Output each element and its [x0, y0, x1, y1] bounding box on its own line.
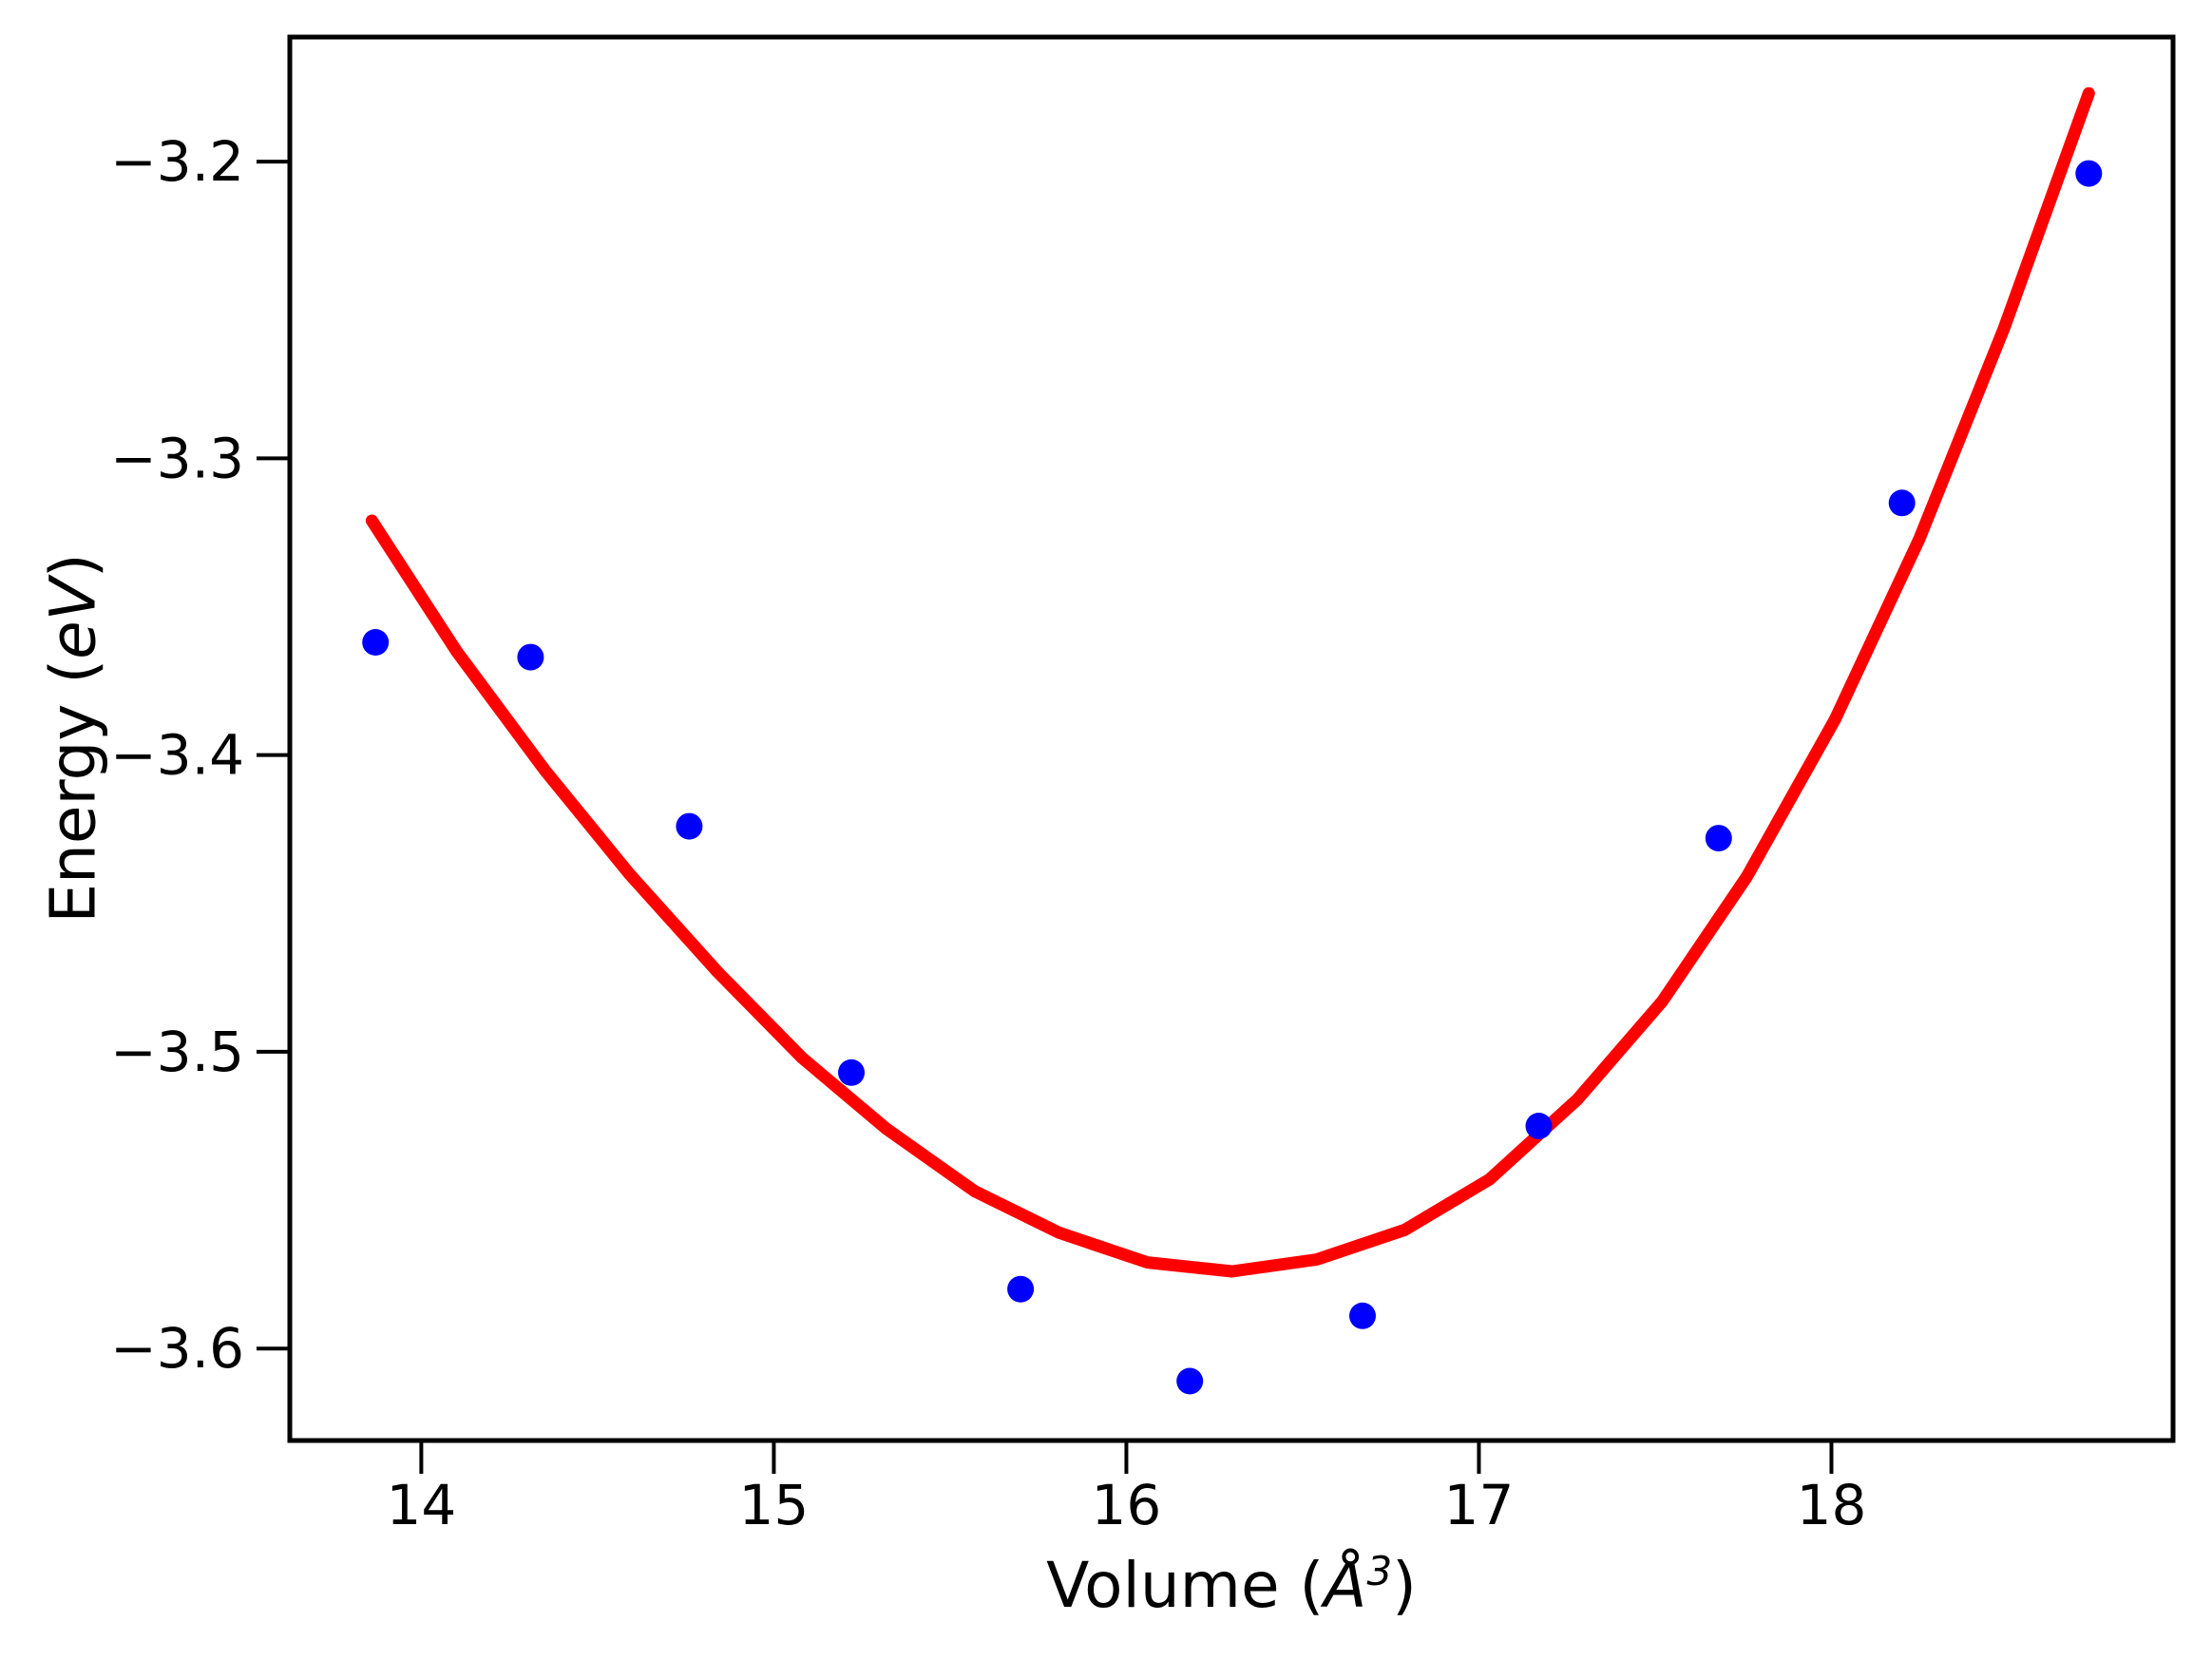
data-point: [1007, 1275, 1035, 1303]
y-tick-label: −3.5: [110, 1020, 244, 1084]
x-tick-label: 14: [386, 1473, 456, 1537]
data-point: [2075, 160, 2103, 187]
y-tick-label: −3.2: [110, 129, 244, 194]
x-axis-unit-exponent: 3: [1366, 1548, 1393, 1594]
data-point: [1176, 1367, 1204, 1395]
y-axis-label-suffix: ): [36, 553, 110, 579]
data-point: [1525, 1113, 1553, 1139]
axis-tick-layer: 14 15 16 17 18 −3.2 −3.3 −3.4 −3.5 −3.6: [110, 129, 1866, 1537]
data-point: [838, 1059, 865, 1086]
x-tick-label: 15: [739, 1473, 810, 1537]
y-axis-unit-ev: eV: [36, 578, 110, 659]
x-axis-label: Volume (Å3): [1046, 1549, 1417, 1622]
data-point: [1349, 1302, 1376, 1329]
x-tick-label: 16: [1092, 1473, 1162, 1537]
y-axis-label-prefix: Energy (: [36, 658, 110, 924]
y-axis-label: Energy (eV): [37, 553, 110, 923]
data-point: [676, 812, 703, 840]
data-point-layer: [362, 160, 2103, 1395]
data-point: [362, 629, 390, 656]
data-point: [517, 643, 544, 671]
fit-curve-layer: [365, 86, 2095, 1278]
x-tick-label: 18: [1797, 1473, 1867, 1537]
plot-border: [287, 34, 2176, 1443]
data-point: [1888, 489, 1916, 517]
y-tick-label: −3.6: [110, 1316, 244, 1381]
x-axis-unit-angstrom: Å: [1324, 1549, 1367, 1622]
data-point: [1705, 825, 1732, 852]
y-tick-label: −3.4: [110, 723, 244, 788]
eos-fit-curve: [365, 86, 2095, 1278]
y-tick-label: −3.3: [110, 426, 244, 490]
x-axis-label-suffix: ): [1392, 1549, 1417, 1622]
x-tick-label: 17: [1444, 1473, 1515, 1537]
x-axis-label-prefix: Volume (: [1046, 1549, 1325, 1622]
